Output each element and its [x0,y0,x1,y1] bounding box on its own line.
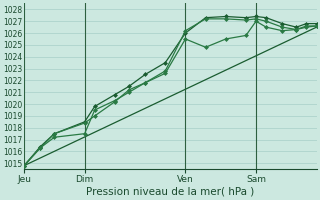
X-axis label: Pression niveau de la mer( hPa ): Pression niveau de la mer( hPa ) [86,187,254,197]
